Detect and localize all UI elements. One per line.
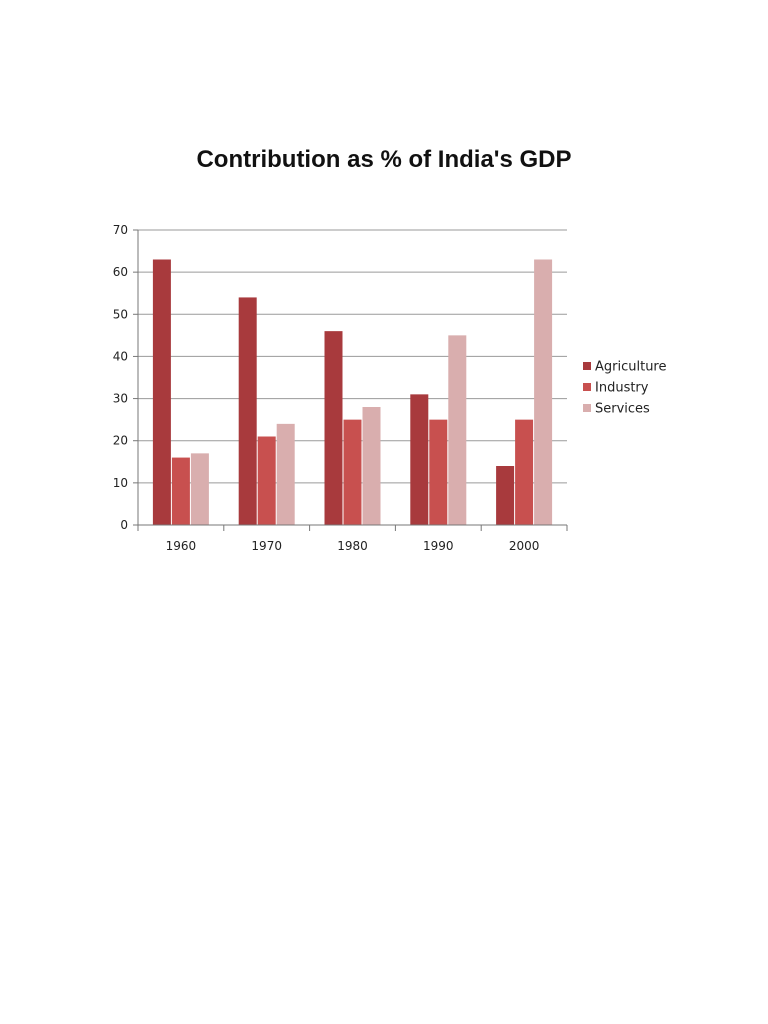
y-tick-label: 20 xyxy=(113,434,128,448)
bar-agriculture-1990 xyxy=(410,394,429,525)
y-tick-label: 0 xyxy=(120,518,128,532)
bar-agriculture-2000 xyxy=(496,466,515,525)
y-tick-label: 30 xyxy=(113,392,128,406)
bar-agriculture-1960 xyxy=(152,259,171,525)
x-tick-label: 1990 xyxy=(423,539,454,553)
y-tick-label: 60 xyxy=(113,265,128,279)
legend: Agriculture Industry Services xyxy=(583,360,667,417)
bars xyxy=(152,259,553,525)
bar-industry-2000 xyxy=(515,419,534,525)
bar-services-1960 xyxy=(190,453,209,525)
chart-title: Contribution as % of India's GDP xyxy=(196,146,572,173)
bar-industry-1960 xyxy=(171,457,190,525)
x-tick-label: 1960 xyxy=(166,539,197,553)
y-tick-label: 10 xyxy=(113,476,128,490)
legend-label-industry: Industry xyxy=(595,381,649,396)
bar-services-1990 xyxy=(448,335,467,525)
bar-industry-1980 xyxy=(343,419,362,525)
legend-label-services: Services xyxy=(595,402,650,417)
x-tick-label: 1970 xyxy=(251,539,282,553)
y-tick-label: 50 xyxy=(113,307,128,321)
bar-services-2000 xyxy=(534,259,553,525)
x-tick-label: 2000 xyxy=(509,539,540,553)
bar-agriculture-1970 xyxy=(238,297,257,525)
legend-swatch-agriculture xyxy=(583,362,591,370)
bar-industry-1970 xyxy=(257,436,276,525)
bar-industry-1990 xyxy=(429,419,448,525)
legend-swatch-industry xyxy=(583,383,591,391)
x-tick-label: 1980 xyxy=(337,539,368,553)
legend-label-agriculture: Agriculture xyxy=(595,360,667,375)
bar-services-1970 xyxy=(276,423,295,525)
bar-services-1980 xyxy=(362,407,381,525)
axes: 0 10 20 30 40 50 60 70 1960 1970 1980 1990 2000 xyxy=(113,223,568,553)
bar-agriculture-1980 xyxy=(324,331,343,525)
y-tick-label: 40 xyxy=(113,349,128,363)
y-tick-label: 70 xyxy=(113,223,128,237)
legend-swatch-services xyxy=(583,404,591,412)
